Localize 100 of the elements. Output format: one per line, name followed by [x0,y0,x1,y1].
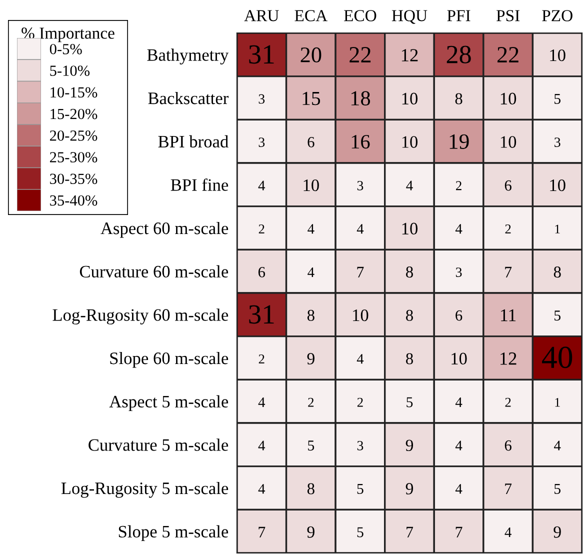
data-label: 7 [406,526,414,538]
data-label: 6 [504,440,512,451]
data-label: 10 [402,136,418,148]
data-label: 5 [308,440,314,451]
y-tick-label: Curvature 5 m-scale [88,438,228,451]
data-label: 6 [258,267,266,278]
data-label: 4 [258,397,266,407]
data-label: 2 [505,398,511,407]
data-label: 6 [504,180,512,191]
data-label: 7 [456,526,462,538]
data-label: 10 [402,92,418,105]
data-label: 28 [446,46,471,64]
data-label: 4 [455,397,462,407]
data-label: 4 [554,440,561,450]
y-tick-label: BPI broad [158,135,228,148]
color-bar-label: 5-10% [50,66,90,76]
data-label: 3 [357,440,364,450]
data-label: 2 [505,224,511,234]
data-label: 2 [258,224,264,234]
color-bar-label: 15-20% [50,108,98,120]
x-tick-label: PSI [496,10,520,22]
data-label: 3 [258,138,265,147]
data-label: 5 [357,527,364,538]
data-label: 3 [258,94,265,104]
color-bar-label: 0-5% [50,44,82,54]
x-tick-label: PZO [542,10,572,22]
y-tick-label: BPI fine [170,178,228,191]
data-label: 9 [554,526,561,538]
data-label: 12 [402,49,418,62]
data-label: 4 [406,180,413,190]
y-tick-label: Backscatter [148,92,229,104]
data-label: 7 [505,266,512,278]
data-label: 1 [555,398,560,407]
data-label: 7 [258,526,266,538]
data-label: 6 [456,310,462,321]
data-label: 8 [307,483,314,494]
data-label: 4 [455,484,462,494]
x-tick-label: HQU [392,10,428,24]
data-label: 10 [500,136,516,148]
data-label: 15 [302,92,320,106]
data-label: 6 [308,137,314,148]
data-label: 4 [258,180,266,190]
y-tick-label: Aspect 60 m-scale [100,222,228,238]
color-bar-label: 20-25% [50,130,98,141]
y-tick-label: Log-Rugosity 5 m-scale [61,482,228,498]
data-label: 9 [307,353,314,364]
data-label: 8 [406,310,413,321]
data-label: 20 [300,47,322,62]
data-label: 4 [258,440,266,450]
data-label: 31 [249,45,274,64]
y-tick-label: Slope 60 m-scale [110,352,228,368]
y-tick-label: Log-Rugosity 60 m-scale [52,308,228,324]
data-label: 2 [258,354,264,364]
color-bar-label: 35-40% [50,195,98,206]
data-label: 8 [554,266,561,278]
data-label: 10 [402,222,418,235]
y-tick-label: Aspect 5 m-scale [109,395,228,412]
color-bar-label: 10-15% [50,87,98,98]
data-label: 31 [249,305,274,324]
color-bar-label: 25-30% [50,152,98,162]
data-label: 4 [504,527,512,537]
y-tick-label: Slope 5 m-scale [118,525,228,542]
data-label: 40 [542,346,572,368]
x-tick-label: PFI [447,10,470,22]
data-label: 4 [258,484,266,494]
data-label: 11 [501,309,516,322]
x-tick-label: ARU [244,10,279,22]
data-label: 5 [554,484,561,494]
data-label: 16 [352,134,370,149]
data-label: 8 [406,353,413,364]
data-label: 5 [554,310,561,321]
data-label: 9 [406,483,414,494]
data-label: 9 [307,526,314,538]
y-tick-label: Bathymetry [147,48,229,64]
data-label: 10 [550,49,566,62]
data-label: 12 [500,352,516,365]
data-label: 2 [456,181,462,190]
data-label: 5 [554,94,561,104]
data-label: 18 [351,91,370,106]
data-label: 5 [357,484,364,494]
data-label: 10 [353,309,368,322]
data-label: 3 [357,180,364,190]
data-label: 4 [356,224,364,234]
data-label: 7 [505,484,512,494]
x-tick-label: ECO [344,10,376,22]
data-label: 10 [304,179,319,192]
data-label: 7 [357,266,364,278]
data-label: 4 [308,224,314,234]
data-label: 8 [406,266,413,278]
data-label: 8 [455,93,462,104]
data-label: 4 [455,440,462,450]
data-label: 10 [452,352,467,365]
color-bar-label: 30-35% [50,174,98,184]
data-label: 1 [555,224,560,234]
data-label: 10 [500,92,516,105]
data-label: 2 [357,398,363,407]
data-label: 22 [497,47,518,62]
data-label: 4 [356,354,364,364]
data-label: 2 [308,398,314,407]
data-label: 4 [308,267,314,277]
